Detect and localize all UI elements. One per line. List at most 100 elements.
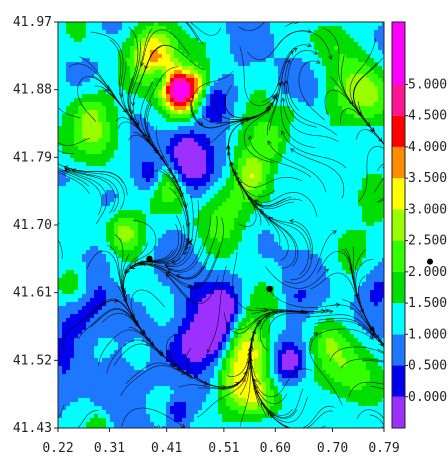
contour-cell — [374, 250, 379, 255]
contour-cell — [82, 34, 87, 39]
contour-cell — [62, 178, 67, 183]
contour-cell — [286, 66, 291, 71]
contour-cell — [262, 50, 267, 55]
contour-cell — [222, 46, 227, 51]
contour-cell — [302, 38, 307, 43]
contour-cell — [342, 262, 347, 267]
contour-cell — [158, 194, 163, 199]
contour-cell — [174, 174, 179, 179]
contour-cell — [246, 174, 251, 179]
contour-cell — [306, 146, 311, 151]
contour-cell — [78, 222, 83, 227]
contour-cell — [82, 90, 87, 95]
contour-cell — [98, 234, 103, 239]
contour-cell — [114, 206, 119, 211]
contour-cell — [90, 138, 95, 143]
contour-cell — [198, 142, 203, 147]
contour-cell — [286, 122, 291, 127]
contour-cell — [270, 218, 275, 223]
contour-cell — [354, 118, 359, 123]
contour-cell — [214, 118, 219, 123]
contour-cell — [286, 146, 291, 151]
contour-cell — [346, 166, 351, 171]
contour-cell — [270, 154, 275, 159]
contour-cell — [326, 74, 331, 79]
contour-cell — [134, 126, 139, 131]
contour-cell — [94, 234, 99, 239]
contour-cell — [198, 234, 203, 239]
contour-cell — [238, 50, 243, 55]
contour-cell — [246, 38, 251, 43]
contour-cell — [86, 102, 91, 107]
contour-cell — [358, 86, 363, 91]
contour-cell — [350, 198, 355, 203]
contour-cell — [114, 114, 119, 119]
contour-cell — [82, 154, 87, 159]
contour-cell — [278, 190, 283, 195]
contour-cell — [254, 86, 259, 91]
contour-cell — [58, 238, 63, 243]
contour-cell — [86, 198, 91, 203]
contour-cell — [154, 122, 159, 127]
contour-cell — [278, 226, 283, 231]
contour-cell — [122, 150, 127, 155]
contour-cell — [74, 42, 79, 47]
contour-cell — [334, 222, 339, 227]
contour-cell — [166, 78, 171, 83]
contour-cell — [166, 218, 171, 223]
contour-cell — [222, 50, 227, 55]
contour-cell — [326, 26, 331, 31]
contour-cell — [266, 30, 271, 35]
contour-cell — [250, 230, 255, 235]
contour-cell — [114, 166, 119, 171]
contour-cell — [318, 110, 323, 115]
contour-cell — [366, 246, 371, 251]
contour-cell — [70, 258, 75, 263]
contour-cell — [102, 58, 107, 63]
contour-cell — [74, 178, 79, 183]
contour-cell — [382, 62, 384, 67]
contour-cell — [378, 190, 383, 195]
contour-cell — [74, 246, 79, 251]
contour-cell — [330, 86, 335, 91]
contour-cell — [338, 166, 343, 171]
contour-cell — [198, 86, 203, 91]
contour-cell — [194, 142, 199, 147]
contour-cell — [218, 202, 223, 207]
contour-cell — [222, 254, 227, 259]
contour-cell — [334, 174, 339, 179]
contour-cell — [198, 70, 203, 75]
contour-cell — [62, 214, 67, 219]
contour-cell — [94, 74, 99, 79]
contour-cell — [258, 122, 263, 127]
contour-cell — [118, 214, 123, 219]
contour-cell — [162, 138, 167, 143]
contour-cell — [94, 226, 99, 231]
contour-cell — [82, 230, 87, 235]
contour-cell — [106, 126, 111, 131]
contour-cell — [370, 90, 375, 95]
contour-cell — [298, 106, 303, 111]
contour-cell — [114, 26, 119, 31]
contour-cell — [306, 214, 311, 219]
contour-cell — [62, 58, 67, 63]
contour-cell — [250, 190, 255, 195]
contour-cell — [134, 258, 139, 263]
contour-cell — [206, 66, 211, 71]
contour-cell — [94, 250, 99, 255]
contour-cell — [190, 218, 195, 223]
contour-cell — [146, 58, 151, 63]
contour-cell — [66, 90, 71, 95]
contour-cell — [62, 186, 67, 191]
contour-cell — [362, 170, 367, 175]
contour-cell — [206, 150, 211, 155]
contour-cell — [358, 66, 363, 71]
contour-cell — [126, 142, 131, 147]
contour-cell — [138, 214, 143, 219]
contour-cell — [330, 66, 335, 71]
contour-cell — [130, 70, 135, 75]
contour-cell — [202, 194, 207, 199]
contour-cell — [250, 30, 255, 35]
contour-cell — [110, 22, 115, 27]
contour-cell — [270, 182, 275, 187]
